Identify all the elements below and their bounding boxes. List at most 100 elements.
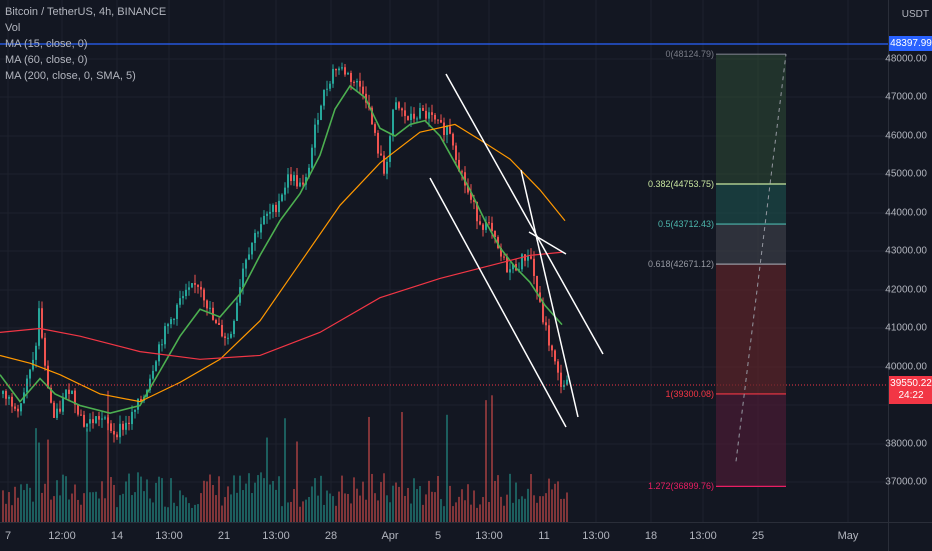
candle-body bbox=[272, 204, 274, 212]
candle-body bbox=[215, 319, 217, 324]
indicator-vol[interactable]: Vol bbox=[5, 22, 21, 34]
volume-bar bbox=[410, 503, 412, 522]
candle-body bbox=[14, 406, 16, 409]
candle-body bbox=[413, 113, 415, 119]
indicator-ma60[interactable]: MA (60, close, 0) bbox=[5, 54, 88, 66]
candle-body bbox=[389, 136, 391, 162]
candle-body bbox=[479, 221, 481, 225]
volume-bar bbox=[278, 476, 280, 522]
volume-bar bbox=[500, 496, 502, 522]
candle-body bbox=[542, 301, 544, 323]
volume-bar bbox=[242, 490, 244, 522]
volume-bar bbox=[299, 506, 301, 522]
volume-bar bbox=[305, 499, 307, 522]
volume-bar bbox=[149, 498, 151, 522]
volume-bar bbox=[92, 492, 94, 522]
volume-bar bbox=[362, 481, 364, 522]
candle-body bbox=[293, 175, 295, 181]
volume-bar bbox=[140, 476, 142, 522]
candle-body bbox=[521, 254, 523, 270]
candle-body bbox=[488, 222, 490, 224]
candle-body bbox=[248, 254, 250, 260]
candle-body bbox=[530, 256, 532, 259]
volume-bar bbox=[443, 506, 445, 522]
candle-body bbox=[326, 88, 328, 90]
candle-body bbox=[314, 124, 316, 148]
candle-body bbox=[338, 68, 340, 71]
candle-body bbox=[470, 192, 472, 200]
volume-bar bbox=[245, 483, 247, 522]
volume-bar bbox=[203, 480, 205, 522]
volume-bar bbox=[71, 493, 73, 522]
candle-body bbox=[461, 171, 463, 173]
price-chart[interactable] bbox=[0, 0, 888, 522]
candle-body bbox=[281, 194, 283, 201]
fib-zone bbox=[716, 183, 786, 225]
volume-bar bbox=[41, 492, 43, 522]
volume-bar bbox=[377, 500, 379, 522]
candle-body bbox=[284, 187, 286, 195]
volume-bar bbox=[50, 499, 52, 522]
candle-body bbox=[503, 256, 505, 258]
candle-body bbox=[35, 345, 37, 360]
indicator-ma200[interactable]: MA (200, close, 0, SMA, 5) bbox=[5, 70, 136, 82]
candle-body bbox=[311, 147, 313, 168]
symbol-title[interactable]: Bitcoin / TetherUS, 4h, BINANCE bbox=[5, 6, 167, 18]
volume-bar bbox=[368, 416, 370, 522]
candle-body bbox=[17, 408, 19, 412]
candle-body bbox=[242, 268, 244, 288]
candle-body bbox=[260, 224, 262, 233]
ma200-line bbox=[0, 251, 563, 360]
volume-bar bbox=[179, 490, 181, 522]
price-tick: 41000.00 bbox=[885, 322, 927, 334]
candle-body bbox=[407, 116, 409, 121]
candle-body bbox=[233, 320, 235, 334]
time-tick: 13:00 bbox=[155, 530, 183, 542]
candle-body bbox=[179, 298, 181, 305]
volume-bar bbox=[269, 484, 271, 522]
volume-bar bbox=[68, 499, 70, 522]
candle-body bbox=[512, 264, 514, 270]
fib-level-label: 0(48124.79) bbox=[665, 49, 714, 60]
volume-bar bbox=[509, 473, 511, 522]
candle-body bbox=[353, 81, 355, 83]
volume-bar bbox=[527, 488, 529, 522]
volume-bar bbox=[389, 502, 391, 522]
volume-bar bbox=[95, 491, 97, 522]
time-tick: 13:00 bbox=[582, 530, 610, 542]
candle-body bbox=[62, 398, 64, 412]
candle-body bbox=[113, 430, 115, 435]
volume-bar bbox=[248, 473, 250, 522]
time-tick: 28 bbox=[324, 530, 338, 542]
current-price: 39550.22 bbox=[890, 378, 932, 389]
candle-body bbox=[401, 108, 403, 111]
volume-bar bbox=[281, 506, 283, 522]
chart-area[interactable]: Bitcoin / TetherUS, 4h, BINANCE Vol MA (… bbox=[0, 0, 888, 522]
candle-body bbox=[77, 404, 79, 415]
price-axis[interactable]: USDT 48000.00 47000.00 46000.00 45000.00… bbox=[885, 0, 932, 522]
volume-bar bbox=[374, 493, 376, 522]
volume-bar bbox=[167, 507, 169, 522]
candle-body bbox=[185, 289, 187, 297]
time-tick: 13:00 bbox=[262, 530, 290, 542]
candle-body bbox=[452, 133, 454, 146]
candle-body bbox=[467, 185, 469, 193]
volume-bar bbox=[155, 482, 157, 522]
candle-body bbox=[131, 411, 133, 425]
volume-bar bbox=[8, 492, 10, 522]
indicator-ma15[interactable]: MA (15, close, 0) bbox=[5, 38, 88, 50]
candle-body bbox=[137, 399, 139, 410]
volume-bar bbox=[143, 491, 145, 522]
candle-body bbox=[509, 269, 511, 273]
candle-body bbox=[8, 396, 10, 399]
candle-body bbox=[287, 174, 289, 188]
time-axis[interactable]: 7 12:00 14 13:00 21 13:00 28 Apr 5 13:00… bbox=[0, 522, 888, 551]
volume-bar bbox=[506, 494, 508, 522]
volume-bar bbox=[239, 475, 241, 522]
volume-bar bbox=[11, 505, 13, 522]
volume-bar bbox=[563, 498, 565, 522]
volume-bar bbox=[425, 494, 427, 522]
volume-bar bbox=[302, 501, 304, 522]
candle-body bbox=[269, 211, 271, 214]
candle-body bbox=[194, 283, 196, 285]
